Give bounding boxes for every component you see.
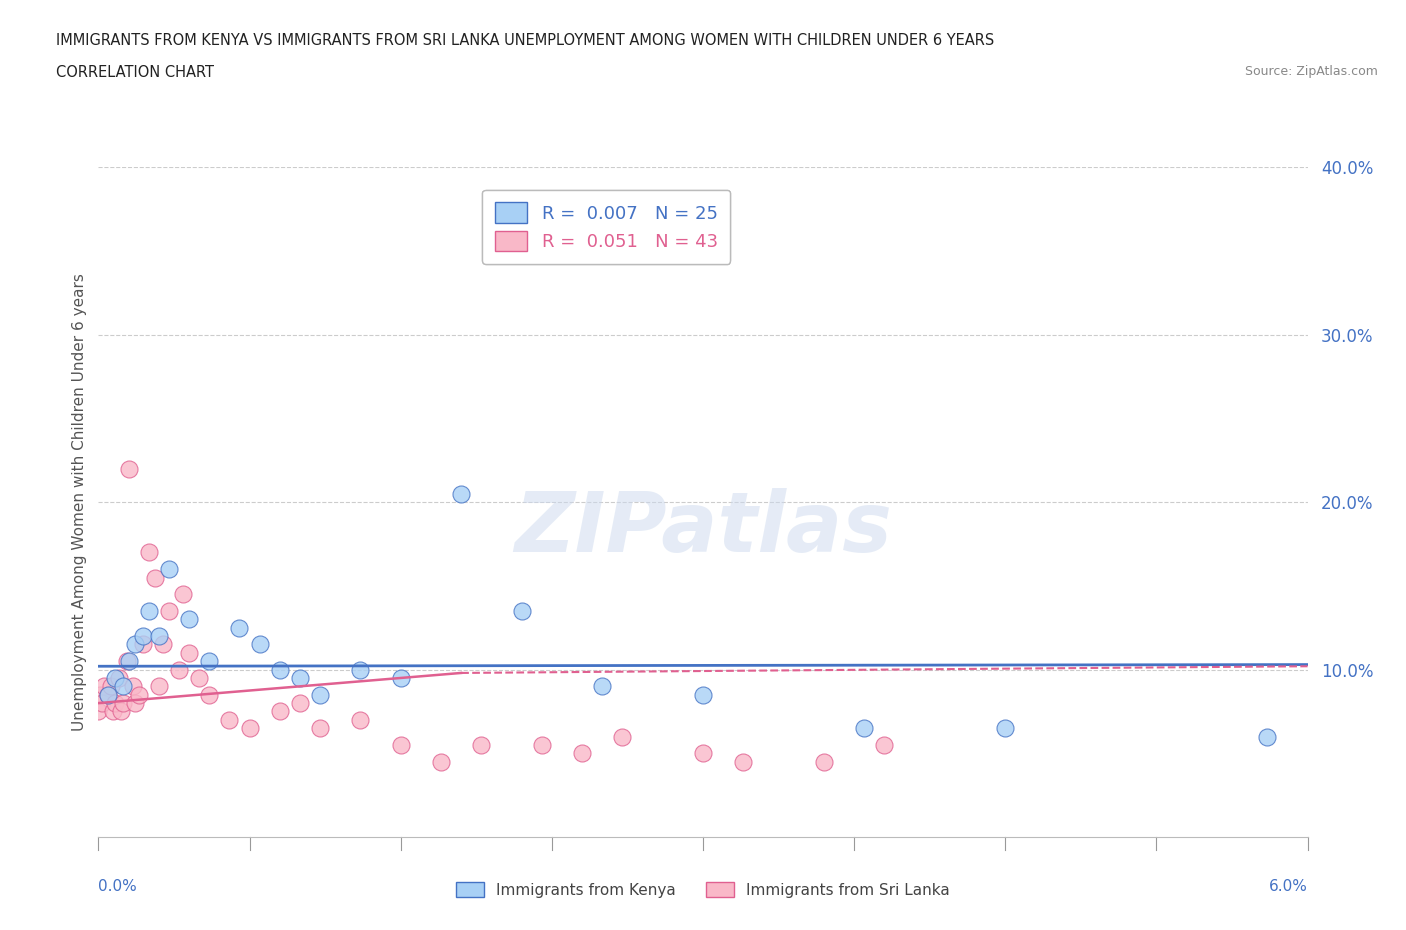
Point (309, 721, 332, 736)
Point (218, 712, 240, 727)
Point (198, 654, 221, 669)
Point (138, 545, 160, 560)
Point (93, 679, 115, 694)
Point (179, 612, 201, 627)
Point (733, 754, 755, 769)
Point (157, 562, 180, 577)
Point (101, 704, 124, 719)
Point (430, 754, 453, 769)
Point (873, 737, 896, 752)
Point (87, 704, 110, 719)
Point (288, 696, 311, 711)
Point (813, 754, 835, 769)
Point (349, 662, 371, 677)
Point (157, 604, 180, 618)
Legend: Immigrants from Kenya, Immigrants from Sri Lanka: Immigrants from Kenya, Immigrants from S… (450, 875, 956, 904)
Point (110, 704, 132, 719)
Point (994, 721, 1017, 736)
Point (103, 696, 125, 711)
Point (152, 637, 174, 652)
Point (249, 637, 271, 652)
Point (591, 679, 613, 694)
Point (107, 671, 129, 685)
Point (124, 637, 146, 652)
Point (143, 570, 166, 585)
Point (571, 746, 593, 761)
Text: 0.0%: 0.0% (98, 879, 138, 894)
Point (138, 604, 160, 618)
Point (288, 671, 311, 685)
Legend: R =  0.007   N = 25, R =  0.051   N = 43: R = 0.007 N = 25, R = 0.051 N = 43 (482, 190, 731, 264)
Point (132, 637, 155, 652)
Point (97, 687, 120, 702)
Point (97, 687, 120, 702)
Text: IMMIGRANTS FROM KENYA VS IMMIGRANTS FROM SRI LANKA UNEMPLOYMENT AMONG WOMEN WITH: IMMIGRANTS FROM KENYA VS IMMIGRANTS FROM… (56, 33, 994, 47)
Point (148, 629, 170, 644)
Point (853, 721, 876, 736)
Text: ZIPatlas: ZIPatlas (515, 488, 891, 569)
Point (121, 679, 143, 694)
Point (115, 654, 138, 669)
Point (530, 737, 553, 752)
Point (118, 654, 141, 669)
Point (111, 679, 134, 694)
Point (269, 662, 291, 677)
Point (100, 679, 122, 694)
Point (450, 486, 472, 501)
Text: 6.0%: 6.0% (1268, 879, 1308, 894)
Point (349, 712, 371, 727)
Point (132, 629, 155, 644)
Point (228, 620, 250, 635)
Point (389, 737, 412, 752)
Point (128, 687, 150, 702)
Point (91, 696, 114, 711)
Point (692, 687, 714, 702)
Point (309, 687, 332, 702)
Point (148, 679, 170, 694)
Text: CORRELATION CHART: CORRELATION CHART (56, 65, 214, 80)
Point (89, 687, 111, 702)
Point (269, 704, 291, 719)
Point (612, 729, 634, 744)
Point (124, 696, 146, 711)
Point (470, 737, 492, 752)
Point (239, 721, 262, 736)
Point (389, 671, 412, 685)
Point (111, 696, 134, 711)
Point (103, 671, 125, 685)
Point (510, 604, 533, 618)
Point (167, 662, 190, 677)
Point (198, 687, 221, 702)
Point (1256, 729, 1278, 744)
Point (179, 645, 201, 660)
Point (692, 746, 714, 761)
Y-axis label: Unemployment Among Women with Children Under 6 years: Unemployment Among Women with Children U… (72, 273, 87, 731)
Text: Source: ZipAtlas.com: Source: ZipAtlas.com (1244, 65, 1378, 78)
Point (188, 671, 211, 685)
Point (118, 461, 141, 476)
Point (172, 587, 194, 602)
